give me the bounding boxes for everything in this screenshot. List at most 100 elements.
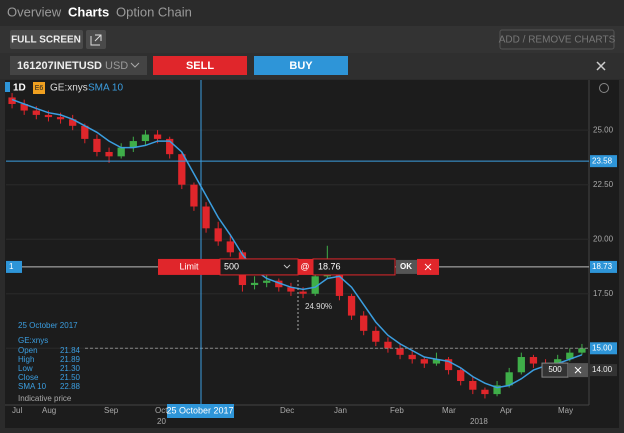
price-tag-label: 18.73 <box>592 262 613 271</box>
price-tag <box>590 260 617 273</box>
info-label: SMA 10 <box>18 382 47 391</box>
tab[interactable]: Overview <box>7 4 62 19</box>
crosshair-label-box <box>167 404 234 418</box>
candle-body <box>44 114 53 118</box>
order-price: 18.76 <box>318 261 341 271</box>
crosshair-label: 25 October 2017 <box>166 405 233 415</box>
x-tick-label: Jan <box>334 406 347 415</box>
x-tick-label: Aug <box>42 406 56 415</box>
year-label: 20 <box>157 417 166 426</box>
x-tick-label: May <box>558 406 573 415</box>
candle-body <box>117 147 125 157</box>
add-remove-label: ADD / REMOVE CHARTS <box>499 35 616 46</box>
candle-body <box>469 381 477 390</box>
x-tick-label: Mar <box>442 406 456 415</box>
candle-body <box>554 359 562 366</box>
info-value: 21.50 <box>60 373 81 382</box>
price-tag-label: 23.58 <box>592 156 613 165</box>
info-value: 21.30 <box>60 364 81 373</box>
candle-body <box>481 389 489 395</box>
candle-body <box>396 348 404 355</box>
candle-body <box>566 352 574 360</box>
order-qty: 500 <box>224 261 239 271</box>
candle-body <box>578 348 586 353</box>
candle-body <box>178 154 186 185</box>
order-ok: OK <box>400 262 412 271</box>
x-tick-label: Feb <box>390 406 404 415</box>
candle-body <box>226 241 234 253</box>
info-date: 25 October 2017 <box>18 321 78 330</box>
order-price-input[interactable] <box>312 258 396 276</box>
candle-body <box>335 261 344 296</box>
price-tag-label: 15.00 <box>592 343 613 352</box>
order-ok-button[interactable] <box>396 259 417 274</box>
candle-body <box>32 110 40 115</box>
legend-sma: SMA 10 <box>88 83 123 94</box>
info-symbol: GE:xnys <box>18 336 48 345</box>
candle-body <box>444 359 453 371</box>
y-tick-label: 20.00 <box>593 234 614 243</box>
info-label: High <box>18 355 34 364</box>
candle-body <box>493 385 501 395</box>
add-remove-button[interactable] <box>499 29 615 50</box>
x-tick-label: Sep <box>104 406 119 415</box>
popout-icon <box>90 34 102 46</box>
order-at-box <box>298 258 313 275</box>
x-tick-label: Oct <box>155 406 168 415</box>
candle-body <box>166 138 174 155</box>
candle-body <box>299 291 307 294</box>
order-at: @ <box>300 261 309 271</box>
tab[interactable]: Option Chain <box>116 4 192 19</box>
candle-body <box>347 295 356 316</box>
order-qty-arrow <box>283 264 291 269</box>
position-qty: 500 <box>548 365 562 374</box>
info-label: Low <box>18 364 33 373</box>
candle-body <box>432 359 441 364</box>
order-count-box <box>6 260 22 273</box>
candle-body <box>529 357 538 364</box>
candle-body <box>202 206 210 229</box>
price-tag <box>590 342 617 355</box>
close-icon[interactable] <box>596 61 606 71</box>
candle-body <box>360 315 368 331</box>
candle-body <box>56 117 65 120</box>
full-screen-button[interactable] <box>10 30 83 49</box>
clock-icon <box>599 83 609 93</box>
candle-body <box>141 134 150 142</box>
candle-body <box>384 341 392 349</box>
buy-label: BUY <box>289 60 313 72</box>
tab-active[interactable]: Charts <box>68 4 109 19</box>
instrument-symbol: 161207INETUSD <box>17 60 102 72</box>
candle-body <box>214 228 222 242</box>
x-tick-label: Dec <box>280 406 294 415</box>
price-tag-label: 14.00 <box>592 365 613 374</box>
interval: 1D <box>13 83 26 94</box>
order-type-box <box>158 258 220 275</box>
price-tag <box>590 155 617 168</box>
x-tick-label: Apr <box>500 406 513 415</box>
candle-body <box>408 354 416 360</box>
sell-button[interactable] <box>153 56 247 75</box>
info-value: 21.84 <box>60 346 81 355</box>
candle-body <box>20 103 28 111</box>
dropdown-arrow <box>130 62 140 68</box>
info-note: Indicative price <box>18 394 72 403</box>
y-tick-label: 22.50 <box>593 180 614 189</box>
candle-body <box>190 184 198 207</box>
price-tag <box>590 364 617 377</box>
sell-label: SELL <box>186 60 214 72</box>
info-label: Open <box>18 346 38 355</box>
candle-body <box>287 287 295 292</box>
candle-body <box>311 276 319 294</box>
candle-body <box>153 134 162 139</box>
legend-marker <box>5 82 10 92</box>
instrument-select[interactable] <box>10 56 147 75</box>
order-cancel-icon <box>424 263 432 271</box>
buy-button[interactable] <box>254 56 348 75</box>
candle-body <box>275 280 283 288</box>
order-type: Limit <box>179 261 199 271</box>
candle-body <box>105 151 113 157</box>
candle-body <box>457 370 465 382</box>
y-tick-label: 25.00 <box>593 125 614 134</box>
order-count: 1 <box>9 262 14 271</box>
